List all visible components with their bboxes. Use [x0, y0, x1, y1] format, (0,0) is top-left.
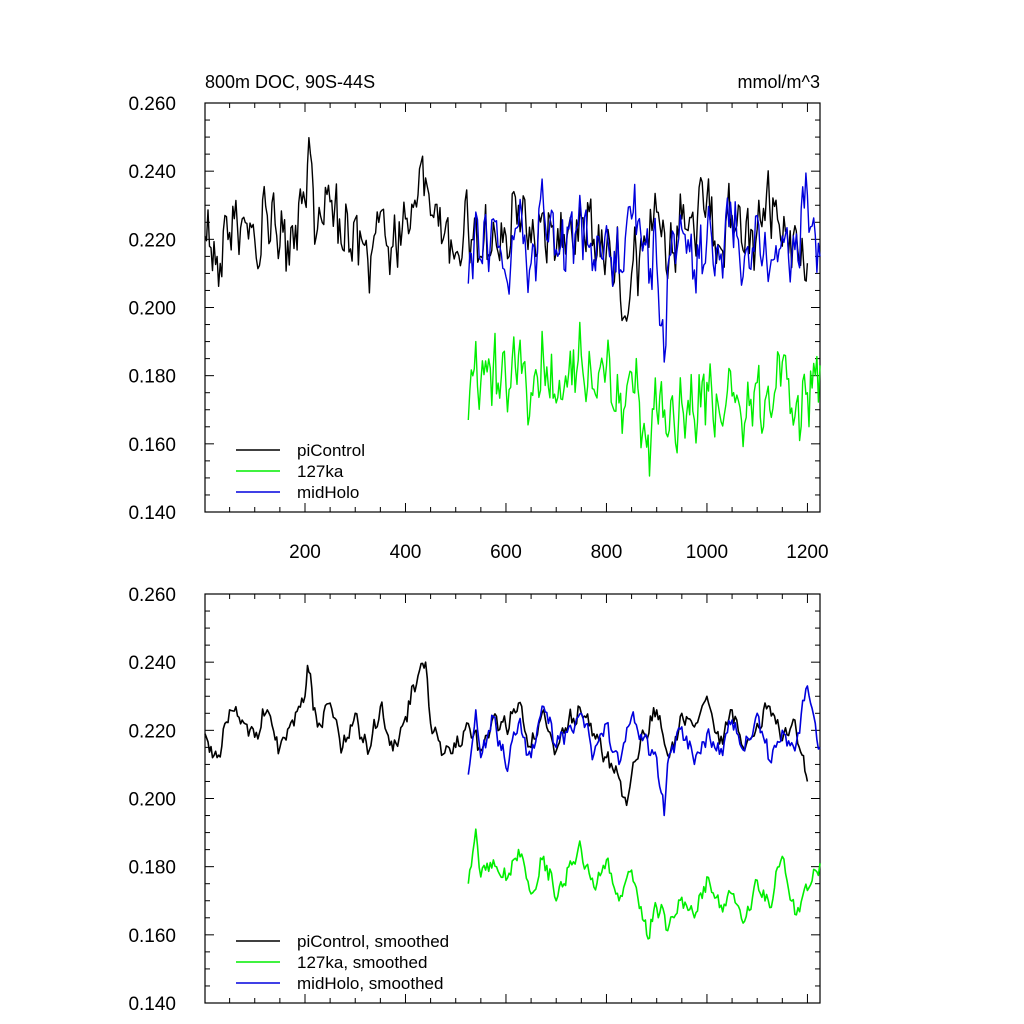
- legend-label: midHolo, smoothed: [297, 974, 443, 993]
- y-tick-label: 0.160: [128, 926, 176, 947]
- series-line-midholo: [467, 172, 821, 363]
- y-tick-label: 0.180: [128, 858, 176, 879]
- y-tick-label: 0.240: [128, 162, 176, 183]
- series-line-picontrol-smoothed: [204, 661, 809, 807]
- legend-label: 127ka, smoothed: [297, 953, 427, 972]
- bottom-panel: 0.140 0.160 0.180 0.200 0.220 0.240 0.260 piCon…: [128, 585, 821, 1015]
- y-tick-label: 0.260: [128, 585, 176, 606]
- series-line-127ka-smoothed: [467, 828, 821, 940]
- legend-label: midHolo: [297, 483, 359, 502]
- chart-title: 800m DOC, 90S-44S: [205, 72, 375, 92]
- x-tick-label: 400: [390, 542, 422, 563]
- x-tick-label: 800: [591, 542, 623, 563]
- series-line-picontrol: [204, 137, 809, 322]
- y-tick-label: 0.140: [128, 503, 176, 524]
- x-tick-label: 600: [490, 542, 522, 563]
- y-tick-label: 0.240: [128, 653, 176, 674]
- y-tick-label: 0.180: [128, 367, 176, 388]
- y-tick-label: 0.200: [128, 299, 176, 320]
- y-tick-label: 0.220: [128, 721, 176, 742]
- series-line-midholo-smoothed: [467, 685, 821, 817]
- top-panel: 200 400 600 800 1000 1200 0.140 0.160 0.180 0.200…: [128, 72, 828, 563]
- y-tick-label: 0.220: [128, 230, 176, 251]
- legend-label: 127ka: [297, 462, 344, 481]
- units-label: mmol/m^3: [738, 72, 820, 92]
- legend-label: piControl, smoothed: [297, 932, 449, 951]
- y-tick-label: 0.200: [128, 790, 176, 811]
- x-tick-label: 1200: [786, 542, 828, 563]
- y-tick-label: 0.160: [128, 435, 176, 456]
- y-tick-label: 0.260: [128, 94, 176, 115]
- x-tick-label: 200: [289, 542, 321, 563]
- x-tick-label: 1000: [686, 542, 728, 563]
- y-tick-label: 0.140: [128, 994, 176, 1015]
- series-line-127ka: [467, 321, 821, 477]
- legend-label: piControl: [297, 441, 365, 460]
